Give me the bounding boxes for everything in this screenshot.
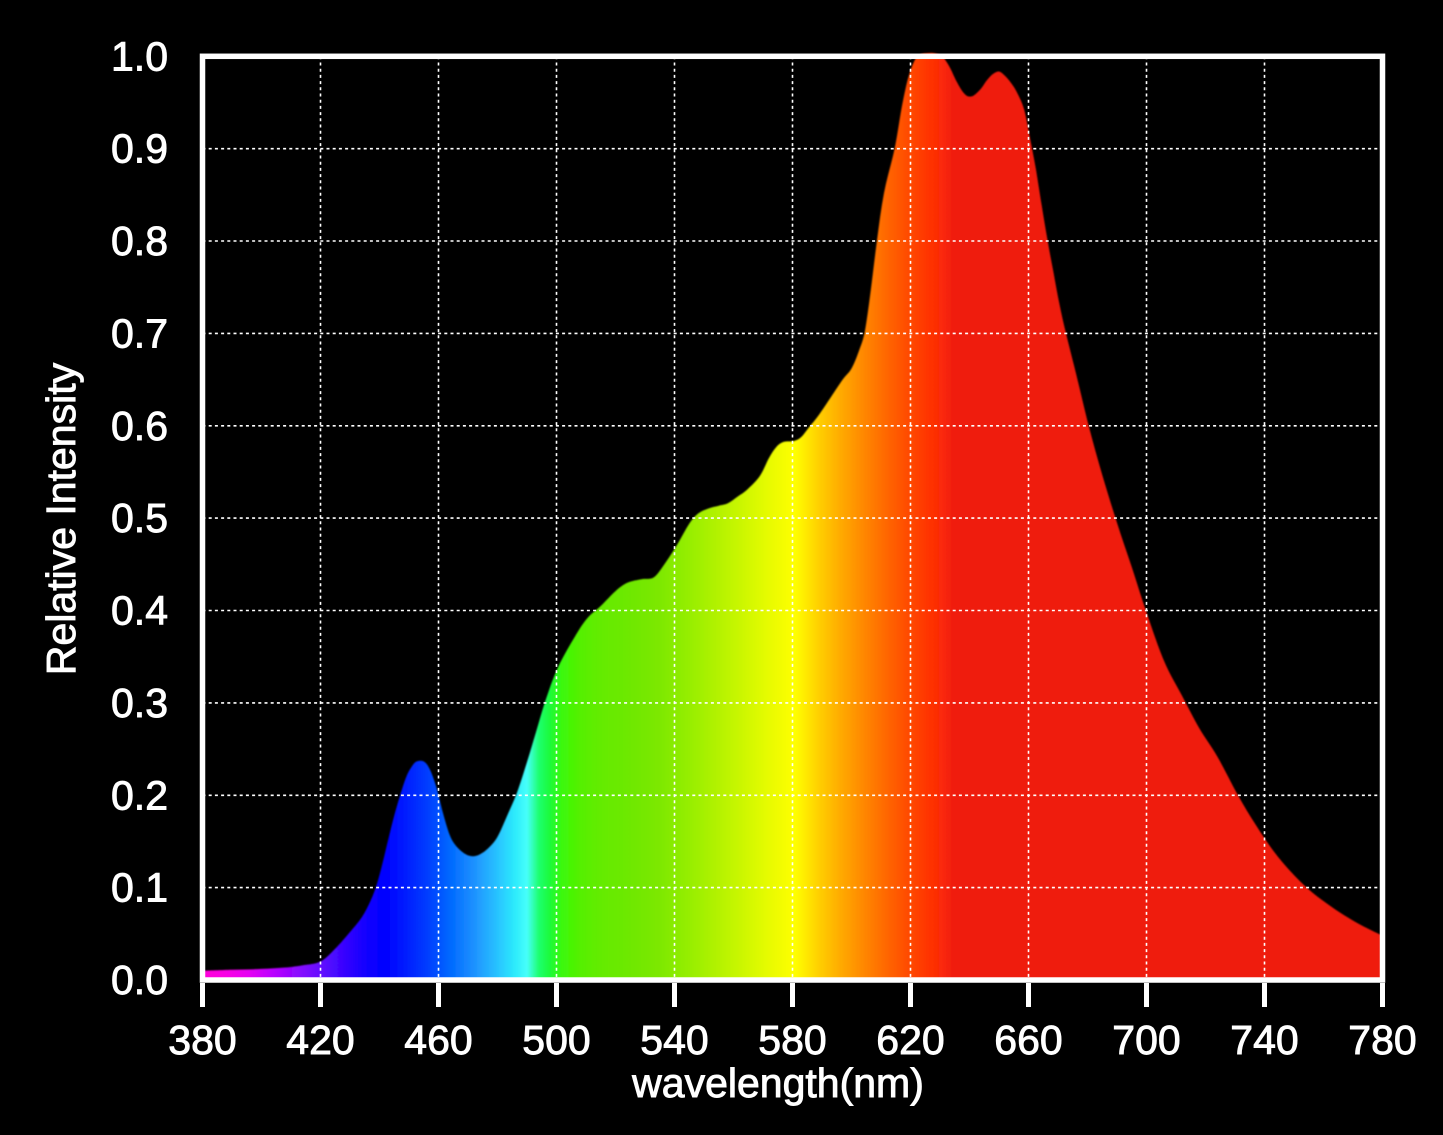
svg-text:0.8: 0.8: [111, 218, 168, 264]
svg-text:700: 700: [1112, 1017, 1180, 1063]
svg-text:0.6: 0.6: [111, 403, 168, 449]
svg-text:0.4: 0.4: [111, 588, 168, 634]
svg-text:0.1: 0.1: [111, 865, 168, 911]
svg-text:wavelength(nm): wavelength(nm): [631, 1060, 924, 1106]
svg-text:380: 380: [168, 1017, 236, 1063]
svg-text:0.9: 0.9: [111, 126, 168, 172]
svg-text:0.3: 0.3: [111, 680, 168, 726]
svg-text:0.2: 0.2: [111, 772, 168, 818]
svg-text:0.7: 0.7: [111, 310, 168, 356]
svg-text:660: 660: [994, 1017, 1062, 1063]
svg-text:500: 500: [522, 1017, 590, 1063]
svg-text:0.0: 0.0: [111, 957, 168, 1003]
svg-text:740: 740: [1230, 1017, 1298, 1063]
svg-text:1.0: 1.0: [111, 33, 168, 79]
svg-text:420: 420: [286, 1017, 354, 1063]
svg-text:580: 580: [758, 1017, 826, 1063]
svg-text:780: 780: [1348, 1017, 1416, 1063]
svg-text:0.5: 0.5: [111, 495, 168, 541]
svg-text:460: 460: [404, 1017, 472, 1063]
svg-text:Relative Intensity: Relative Intensity: [38, 362, 84, 675]
svg-text:540: 540: [640, 1017, 708, 1063]
svg-text:620: 620: [876, 1017, 944, 1063]
